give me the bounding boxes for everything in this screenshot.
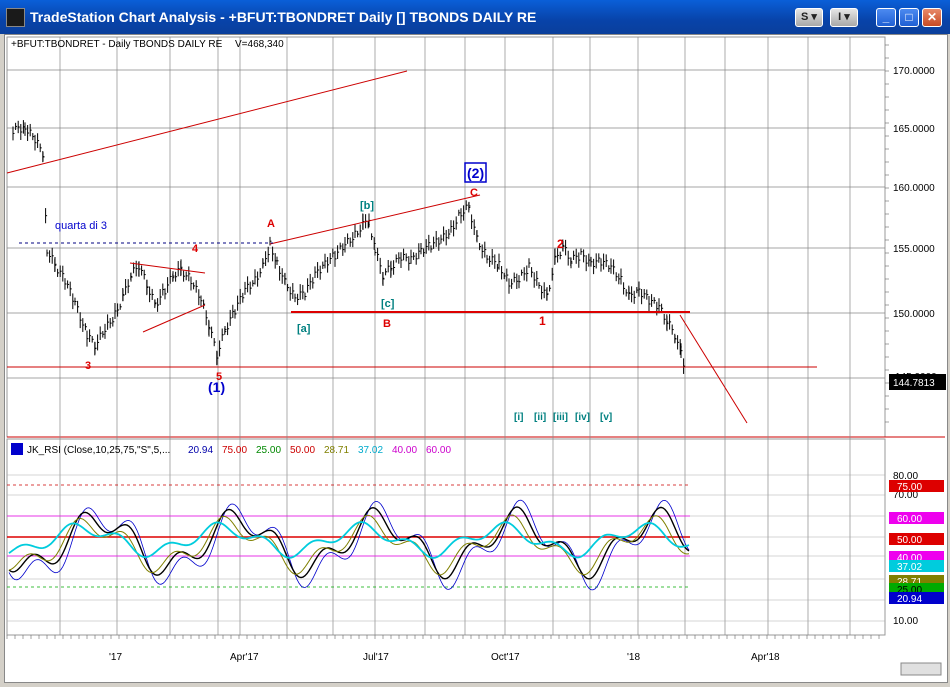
trendlines xyxy=(6,70,817,424)
rsi-badge-label: 25.00 xyxy=(897,585,922,596)
rsi-badge xyxy=(889,560,944,572)
rsi-smooth-line xyxy=(8,521,690,559)
rsi-signal-line xyxy=(8,514,690,576)
wave-label: (1) xyxy=(208,379,225,395)
window-title: TradeStation Chart Analysis - +BFUT:TBON… xyxy=(30,9,537,25)
time-label: Oct'17 xyxy=(491,652,520,663)
symbol-header: +BFUT:TBONDRET - Daily TBONDS DAILY RE xyxy=(11,39,223,50)
chart-frame xyxy=(6,36,945,639)
rsi-badge xyxy=(889,512,944,524)
rsi-badge-label: 75.00 xyxy=(897,482,922,493)
i-menu-button[interactable]: I ▾ xyxy=(830,8,858,27)
indicator-value: 50.00 xyxy=(290,445,315,456)
wave-label: 5 xyxy=(216,371,222,383)
horizontal-scrollbar[interactable] xyxy=(900,662,942,676)
indicator-value: 28.71 xyxy=(324,445,349,456)
price-tick: 165.0000 xyxy=(893,124,935,135)
wave-label: C xyxy=(470,187,478,199)
wave-label: 3 xyxy=(85,360,91,372)
wave-label: (2) xyxy=(467,165,484,181)
rsi-lines xyxy=(7,484,690,591)
app-icon[interactable] xyxy=(6,8,25,27)
indicator-values: 20.94 75.00 25.00 50.00 28.71 37.02 40.00 60.00 xyxy=(188,445,451,456)
price-tick: 150.0000 xyxy=(893,309,935,320)
time-label: Jul'17 xyxy=(363,652,389,663)
time-label: Apr'18 xyxy=(751,652,780,663)
last-price-badge xyxy=(889,374,946,390)
rsi-tick: 10.00 xyxy=(893,616,918,627)
price-tick: 155.0000 xyxy=(893,244,935,255)
wave-label: 4 xyxy=(192,243,199,255)
wave-label: B xyxy=(383,318,391,330)
rsi-badge xyxy=(889,592,944,604)
rsi-badge xyxy=(889,480,944,492)
indicator-value: 20.94 xyxy=(188,445,213,456)
rsi-tick: 80.00 xyxy=(893,471,918,482)
note-quarta-di-3: quarta di 3 xyxy=(55,220,107,232)
rsi-badge xyxy=(889,533,944,545)
wave-label: [v] xyxy=(600,412,612,423)
rsi-badge-label: 20.94 xyxy=(897,594,922,605)
s-menu-button[interactable]: S ▾ xyxy=(795,8,823,27)
wave-label: 1 xyxy=(539,314,546,328)
indicator-value: 40.00 xyxy=(392,445,417,456)
wave-label: [iv] xyxy=(575,412,590,423)
close-button[interactable]: ✕ xyxy=(922,8,942,27)
wave-label: [ii] xyxy=(534,412,546,423)
indicator-value: 75.00 xyxy=(222,445,247,456)
indicator-header: JK_RSI (Close,10,25,75,"S",5,... xyxy=(27,445,170,456)
rsi-badge-label: 50.00 xyxy=(897,535,922,546)
rsi-badge-label: 60.00 xyxy=(897,514,922,525)
title-bar: TradeStation Chart Analysis - +BFUT:TBON… xyxy=(0,0,950,34)
wave-label: [c] xyxy=(381,298,395,310)
indicator-color-box xyxy=(11,443,23,455)
minimize-button[interactable]: _ xyxy=(876,8,896,27)
wave-label: A xyxy=(267,218,275,230)
rsi-main-line xyxy=(8,506,690,580)
wave-b-channel-line[interactable] xyxy=(269,194,481,245)
wave-label: [a] xyxy=(297,323,311,335)
rsi-tick: 70.00 xyxy=(893,490,918,501)
upper-channel-line[interactable] xyxy=(6,70,408,174)
chart-canvas[interactable]: +BFUT:TBONDRET - Daily TBONDS DAILY RE V… xyxy=(5,35,947,682)
chart-window[interactable]: +BFUT:TBONDRET - Daily TBONDS DAILY RE V… xyxy=(4,34,948,683)
indicator-value: 25.00 xyxy=(256,445,281,456)
volume-readout: V=468,340 xyxy=(235,39,284,50)
wave-label: [b] xyxy=(360,200,374,212)
wave-label: 2 xyxy=(557,237,564,251)
price-bars xyxy=(12,120,686,374)
rsi-badge-label: 37.02 xyxy=(897,562,922,573)
price-tick: 160.0000 xyxy=(893,183,935,194)
indicator-value: 60.00 xyxy=(426,445,451,456)
indicator-value: 37.02 xyxy=(358,445,383,456)
projection-line[interactable] xyxy=(679,314,748,424)
rsi-badge-label: 40.00 xyxy=(897,553,922,564)
last-price: 144.7813 xyxy=(893,378,935,389)
time-label: '17 xyxy=(109,652,122,663)
rsi-fast-line xyxy=(8,499,690,591)
triangle-bottom[interactable] xyxy=(142,304,206,333)
time-label: '18 xyxy=(627,652,640,663)
wave-label: [i] xyxy=(514,412,523,423)
time-label: Apr'17 xyxy=(230,652,259,663)
maximize-button[interactable]: □ xyxy=(899,8,919,27)
price-tick: 170.0000 xyxy=(893,66,935,77)
triangle-top[interactable] xyxy=(129,262,206,274)
wave-2-box xyxy=(464,162,487,183)
rsi-badge-label: 28.71 xyxy=(897,577,922,588)
wave-label: [iii] xyxy=(553,412,568,423)
